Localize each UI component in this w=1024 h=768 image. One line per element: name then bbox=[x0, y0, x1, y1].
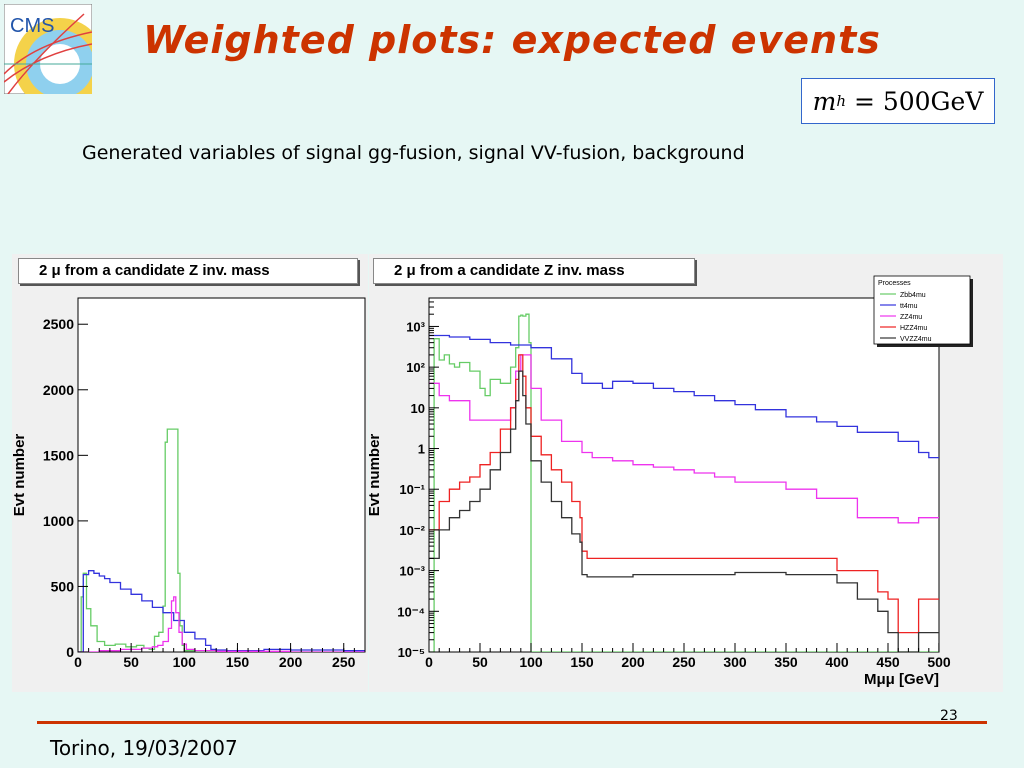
right-plot-panel: 0 50 100 150 200 250 300 350 400 450 500 10⁻⁵ 10⁻⁴ 10… bbox=[369, 254, 1003, 692]
formula-rest: = 500GeV bbox=[846, 86, 984, 116]
legend-entry-Zbb4mu: Zbb4mu bbox=[900, 292, 926, 299]
x-tick-label: 50 bbox=[472, 654, 488, 670]
y-tick-label: 1500 bbox=[43, 447, 74, 463]
right-plot-title: 2 μ from a candidate Z inv. mass bbox=[373, 258, 695, 284]
legend-box bbox=[873, 275, 971, 345]
x-tick-label: 0 bbox=[425, 654, 433, 670]
y-tick-label: 1 bbox=[418, 442, 425, 457]
legend-entry-tt4mu: tt4mu bbox=[900, 303, 918, 310]
y-tick-label: 10 bbox=[411, 401, 425, 416]
x-tick-label: 350 bbox=[774, 654, 798, 670]
right-chart: 0 50 100 150 200 250 300 350 400 450 500 10⁻⁵ 10⁻⁴ 10… bbox=[369, 275, 973, 688]
y-tick-label: 10⁻⁵ bbox=[398, 645, 425, 660]
y-tick-label: 10⁻² bbox=[399, 523, 425, 538]
x-tick-label: 50 bbox=[123, 654, 139, 670]
slide-title: Weighted plots: expected events bbox=[143, 18, 881, 62]
x-tick-label: 250 bbox=[672, 654, 696, 670]
series-line-VVZZ4mu bbox=[429, 370, 939, 652]
plot-frame bbox=[77, 297, 366, 653]
legend-entry-HZZ4mu: HZZ4mu bbox=[900, 325, 927, 332]
slide-subtitle: Generated variables of signal gg-fusion,… bbox=[82, 142, 745, 164]
series-line-tt4mu bbox=[78, 570, 365, 652]
footer-text: Torino, 19/03/2007 bbox=[50, 736, 238, 760]
x-tick-label: 300 bbox=[723, 654, 747, 670]
y-tick-label: 10² bbox=[406, 360, 425, 375]
left-plot-title: 2 μ from a candidate Z inv. mass bbox=[18, 258, 358, 284]
y-tick-label: 10⁻¹ bbox=[399, 482, 425, 497]
x-tick-label: 200 bbox=[621, 654, 645, 670]
legend-entry-ZZ4mu: ZZ4mu bbox=[900, 314, 922, 321]
y-tick-label: 0 bbox=[66, 644, 74, 660]
x-tick-label: 450 bbox=[876, 654, 900, 670]
x-tick-label: 100 bbox=[173, 654, 197, 670]
footer-rule bbox=[37, 721, 987, 724]
x-axis-label: Mμμ [GeV] bbox=[864, 671, 939, 688]
x-tick-label: 100 bbox=[519, 654, 543, 670]
page-number: 23 bbox=[940, 708, 958, 724]
x-tick-label: 200 bbox=[279, 654, 303, 670]
series-line-tt4mu bbox=[429, 334, 939, 459]
x-tick-label: 250 bbox=[332, 654, 356, 670]
y-tick-label: 10⁻⁴ bbox=[397, 604, 425, 619]
series-line-Zbb4mu bbox=[429, 313, 939, 652]
formula-symbol: m bbox=[812, 86, 837, 116]
cms-logo: CMS bbox=[4, 4, 92, 94]
y-tick-label: 10⁻³ bbox=[399, 564, 425, 579]
x-tick-label: 150 bbox=[570, 654, 594, 670]
x-tick-label: 500 bbox=[927, 654, 951, 670]
legend-title: Processes bbox=[878, 280, 911, 287]
logo-text: CMS bbox=[10, 15, 54, 37]
y-tick-label: 1000 bbox=[43, 513, 74, 529]
left-plot-panel: 0 50 100 150 200 250 0 500 1000 1500 2000 2500 Evt n… bbox=[12, 254, 368, 692]
plot-frame bbox=[428, 297, 940, 653]
legend-entry-VVZZ4mu: VVZZ4mu bbox=[900, 336, 932, 343]
y-tick-label: 2500 bbox=[43, 316, 74, 332]
formula-subscript: h bbox=[836, 92, 846, 110]
x-tick-label: 0 bbox=[74, 654, 82, 670]
y-axis-label: Evt number bbox=[369, 434, 383, 517]
x-tick-label: 400 bbox=[825, 654, 849, 670]
y-tick-label: 500 bbox=[51, 578, 75, 594]
x-tick-label: 150 bbox=[226, 654, 250, 670]
series-line-HZZ4mu bbox=[429, 354, 939, 634]
series-line-Zbb4mu bbox=[78, 428, 344, 652]
y-tick-label: 2000 bbox=[43, 382, 74, 398]
series-group bbox=[429, 313, 939, 652]
y-axis-label: Evt number bbox=[12, 434, 28, 517]
y-tick-label: 10³ bbox=[406, 319, 425, 334]
